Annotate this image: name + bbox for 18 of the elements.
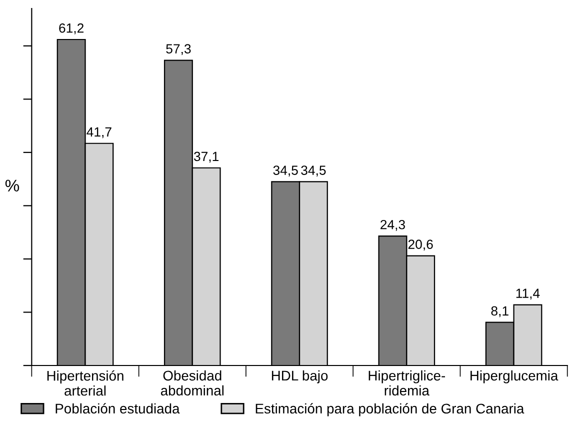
legend-label: Estimación para población de Gran Canaria: [256, 403, 524, 416]
x-tick-label: Obesidad abdominal: [160, 370, 224, 396]
x-tick-label: Hiperglucemia: [470, 370, 558, 384]
data-label: 37,1: [194, 152, 219, 163]
y-axis-title: %: [5, 180, 20, 192]
data-label: 57,3: [166, 44, 191, 56]
legend-label: Población estudiada: [56, 403, 180, 414]
data-label: 8,1: [491, 306, 508, 318]
data-label: 24,3: [380, 220, 405, 231]
data-label: 11,4: [516, 288, 540, 300]
data-label: 20,6: [408, 240, 433, 251]
data-label: 41,7: [86, 127, 112, 138]
data-label: 61,2: [59, 23, 84, 34]
x-tick-label: HDL bajo: [272, 370, 328, 384]
x-tick-label: Hipertensión arterial: [47, 370, 124, 396]
data-label: 34,5: [273, 166, 298, 177]
x-tick-label: Hipertriglice- ridemia: [368, 370, 446, 396]
data-label: 34,5: [301, 166, 326, 177]
